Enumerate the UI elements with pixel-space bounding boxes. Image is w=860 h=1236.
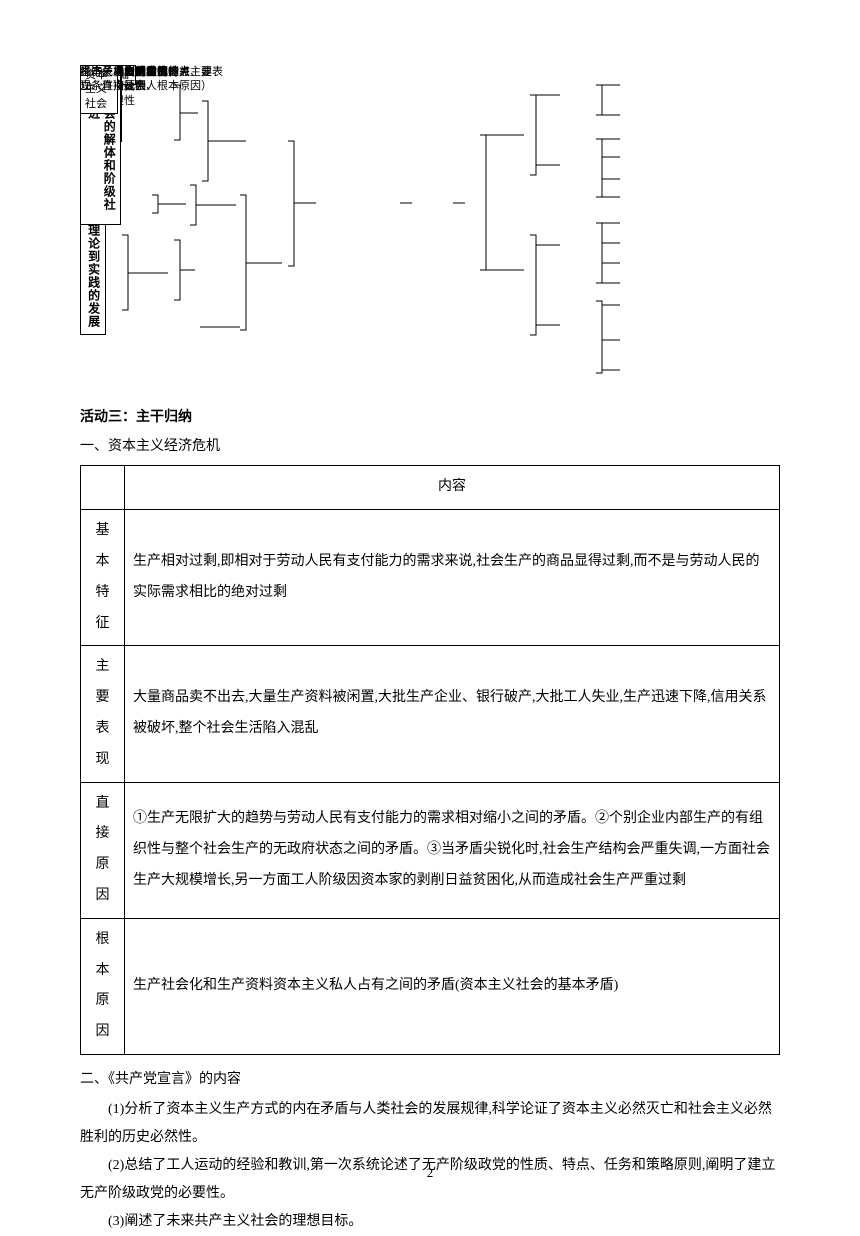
row-content: 大量商品卖不出去,大量生产资料被闲置,大批生产企业、银行破产,大批工人失业,生产… xyxy=(125,646,780,782)
crisis-table: 内容 基本特征 生产相对过剩,即相对于劳动人民有支付能力的需求来说,社会生产的商… xyxy=(80,465,780,1055)
subtitle-1: 一、资本主义经济危机 xyxy=(80,434,780,459)
row-content: 生产相对过剩,即相对于劳动人民有支付能力的需求来说,社会生产的商品显得过剩,而不… xyxy=(125,510,780,646)
page-number: 2 xyxy=(0,1161,860,1184)
table-row: 根本原因 生产社会化和生产资料资本主义私人占有之间的矛盾(资本主义社会的基本矛盾… xyxy=(81,918,780,1054)
row-label: 基本特征 xyxy=(81,510,125,646)
table-row: 直接原因 ①生产无限扩大的趋势与劳动人民有支付能力的需求相对缩小之间的矛盾。②个… xyxy=(81,782,780,918)
table-row: 主要表现 大量商品卖不出去,大量生产资料被闲置,大批生产企业、银行破产,大批工人… xyxy=(81,646,780,782)
map-node: 基本矛盾 xyxy=(80,65,160,79)
table-header: 内容 xyxy=(125,466,780,510)
row-label: 根本原因 xyxy=(81,918,125,1054)
section-title: 活动三：主干归纳 xyxy=(80,405,780,430)
row-label: 直接原因 xyxy=(81,782,125,918)
table-header-blank xyxy=(81,466,125,510)
row-label: 主要表现 xyxy=(81,646,125,782)
mindmap-connectors xyxy=(80,65,780,390)
paragraph: (3)阐述了未来共产主义社会的理想目标。 xyxy=(80,1208,780,1236)
concept-map: 空想社会主义的形成背景、代表人物、局限性 科学社会主义产生的历史前提 科学社会主… xyxy=(80,65,780,390)
row-content: 生产社会化和生产资料资本主义私人占有之间的矛盾(资本主义社会的基本矛盾) xyxy=(125,918,780,1054)
subtitle-2: 二、《共产党宣言》的内容 xyxy=(80,1067,780,1092)
table-row: 基本特征 生产相对过剩,即相对于劳动人民有支付能力的需求来说,社会生产的商品显得… xyxy=(81,510,780,646)
row-content: ①生产无限扩大的趋势与劳动人民有支付能力的需求相对缩小之间的矛盾。②个别企业内部… xyxy=(125,782,780,918)
paragraph: (1)分析了资本主义生产方式的内在矛盾与人类社会的发展规律,科学论证了资本主义必… xyxy=(80,1096,780,1152)
